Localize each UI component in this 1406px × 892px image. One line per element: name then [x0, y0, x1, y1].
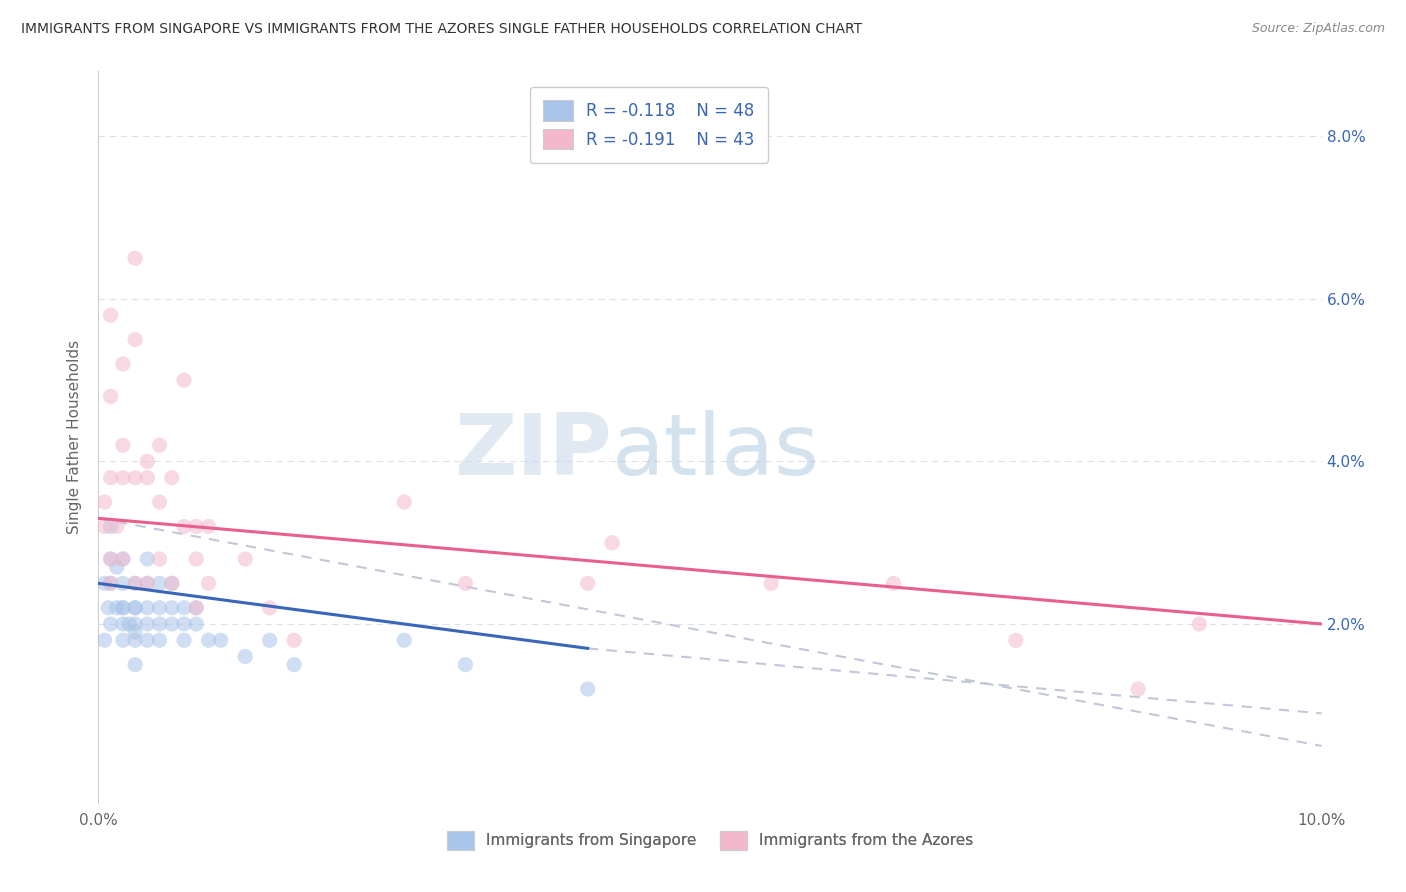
Point [100, 552, 122, 566]
Point [93, 576, 115, 591]
Point [173, 373, 195, 387]
Point [136, 471, 159, 485]
Point [100, 389, 122, 403]
Point [136, 600, 159, 615]
Point [186, 600, 208, 615]
Point [111, 552, 134, 566]
Point [111, 633, 134, 648]
Text: IMMIGRANTS FROM SINGAPORE VS IMMIGRANTS FROM THE AZORES SINGLE FATHER HOUSEHOLDS: IMMIGRANTS FROM SINGAPORE VS IMMIGRANTS … [21, 22, 862, 37]
Point [209, 633, 232, 648]
Point [160, 617, 183, 632]
Point [1004, 633, 1026, 648]
Point [149, 617, 172, 632]
Point [105, 600, 128, 615]
Point [1188, 617, 1211, 632]
Point [173, 617, 195, 632]
Point [93, 495, 115, 509]
Point [124, 600, 146, 615]
Point [111, 600, 134, 615]
Point [124, 576, 146, 591]
Point [454, 576, 477, 591]
Point [392, 633, 416, 648]
Point [186, 519, 208, 533]
Point [149, 633, 172, 648]
Point [160, 576, 183, 591]
Point [124, 576, 146, 591]
Point [136, 576, 159, 591]
Point [149, 495, 172, 509]
Point [283, 633, 305, 648]
Point [136, 576, 159, 591]
Point [105, 560, 128, 574]
Point [186, 600, 208, 615]
Point [136, 617, 159, 632]
Point [883, 576, 905, 591]
Point [392, 495, 416, 509]
Point [97, 600, 120, 615]
Text: atlas: atlas [612, 410, 820, 493]
Point [283, 657, 305, 672]
Point [136, 454, 159, 468]
Point [100, 576, 122, 591]
Point [100, 617, 122, 632]
Point [124, 657, 146, 672]
Point [111, 576, 134, 591]
Point [160, 471, 183, 485]
Point [93, 519, 115, 533]
Point [454, 657, 477, 672]
Point [576, 576, 599, 591]
Point [197, 519, 219, 533]
Point [259, 600, 281, 615]
Point [197, 576, 219, 591]
Point [100, 519, 122, 533]
Point [124, 333, 146, 347]
Point [233, 552, 256, 566]
Point [136, 552, 159, 566]
Point [111, 471, 134, 485]
Point [186, 552, 208, 566]
Point [124, 600, 146, 615]
Text: Source: ZipAtlas.com: Source: ZipAtlas.com [1251, 22, 1385, 36]
Point [124, 471, 146, 485]
Y-axis label: Single Father Households: Single Father Households [67, 340, 83, 534]
Point [233, 649, 256, 664]
Point [100, 576, 122, 591]
Point [149, 438, 172, 452]
Point [105, 519, 128, 533]
Point [149, 552, 172, 566]
Point [160, 576, 183, 591]
Point [93, 633, 115, 648]
Point [136, 633, 159, 648]
Point [149, 600, 172, 615]
Point [173, 519, 195, 533]
Point [124, 617, 146, 632]
Point [100, 552, 122, 566]
Point [173, 600, 195, 615]
Point [149, 576, 172, 591]
Point [259, 633, 281, 648]
Point [111, 552, 134, 566]
Point [186, 617, 208, 632]
Point [160, 600, 183, 615]
Point [100, 308, 122, 322]
Point [100, 471, 122, 485]
Legend: Immigrants from Singapore, Immigrants from the Azores: Immigrants from Singapore, Immigrants fr… [439, 823, 981, 857]
Point [576, 681, 599, 696]
Text: ZIP: ZIP [454, 410, 612, 493]
Point [124, 252, 146, 266]
Point [118, 617, 141, 632]
Point [1128, 681, 1150, 696]
Point [111, 600, 134, 615]
Point [173, 633, 195, 648]
Point [124, 633, 146, 648]
Point [197, 633, 219, 648]
Point [759, 576, 782, 591]
Point [111, 617, 134, 632]
Point [111, 438, 134, 452]
Point [600, 535, 623, 549]
Point [111, 357, 134, 371]
Point [124, 625, 146, 640]
